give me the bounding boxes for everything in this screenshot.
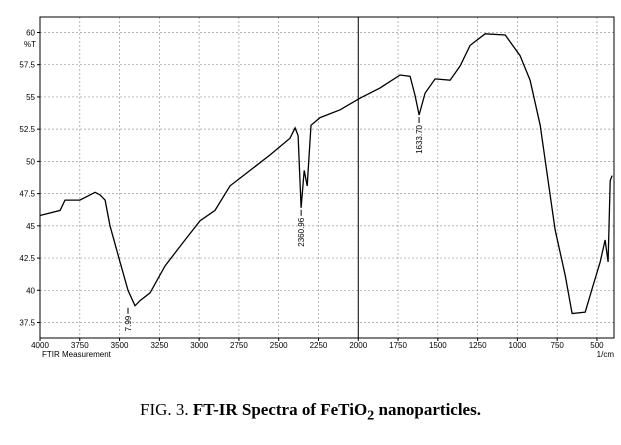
y-tick-label: 45 xyxy=(26,222,35,231)
peak-label: 7.99 xyxy=(124,315,133,331)
caption-prefix: FIG. 3. xyxy=(140,400,189,419)
x-axis-label: 1/cm xyxy=(597,350,615,359)
x-tick-label: 2500 xyxy=(270,341,288,350)
x-tick-label: 750 xyxy=(551,341,565,350)
x-tick-label: 3250 xyxy=(150,341,168,350)
x-tick-label: 2250 xyxy=(310,341,328,350)
peak-label: 1633.70 xyxy=(415,124,424,153)
x-tick-label: 2000 xyxy=(349,341,367,350)
y-tick-label: 55 xyxy=(26,93,35,102)
y-tick-label: 40 xyxy=(26,286,35,295)
x-tick-label: 3750 xyxy=(71,341,89,350)
y-tick-label: 47.5 xyxy=(19,190,35,199)
chart: %T 1/cm FTIR Measurement 37.5 40 42.5 45 47.… xyxy=(19,16,615,359)
caption-bold: FT-IR Spectra of FeTiO2 nanoparticles. xyxy=(192,400,481,423)
instrument-label: FTIR Measurement xyxy=(42,350,112,359)
y-axis-label: %T xyxy=(24,40,36,49)
spectrum-line xyxy=(39,33,613,315)
y-tick-label: 52.5 xyxy=(19,125,35,134)
x-tick-label: 3000 xyxy=(190,341,208,350)
y-tick-label: 50 xyxy=(26,157,35,166)
x-tick-label: 1500 xyxy=(429,341,447,350)
x-tick-label: 500 xyxy=(590,341,604,350)
caption: FIG. 3. FT-IR Spectra of FeTiO2 nanopart… xyxy=(0,400,621,424)
x-tick-label: 4000 xyxy=(31,341,49,350)
y-tick-label: 37.5 xyxy=(19,319,35,328)
x-tick-label: 1000 xyxy=(509,341,527,350)
caption-bold-text: FT-IR Spectra of FeTiO xyxy=(192,400,368,419)
x-tick-label: 1750 xyxy=(389,341,407,350)
x-tick-label: 3500 xyxy=(111,341,129,350)
y-tick-label: 57.5 xyxy=(19,61,35,70)
plot-frame xyxy=(39,16,615,339)
x-tick-label: 1250 xyxy=(469,341,487,350)
peak-label: 2360.96 xyxy=(297,217,306,246)
caption-suffix: nanoparticles. xyxy=(378,400,481,419)
x-tick-label: 2750 xyxy=(230,341,248,350)
caption-sub: 2 xyxy=(367,407,375,424)
y-tick-label: 60 xyxy=(26,28,35,37)
y-tick-label: 42.5 xyxy=(19,254,35,263)
